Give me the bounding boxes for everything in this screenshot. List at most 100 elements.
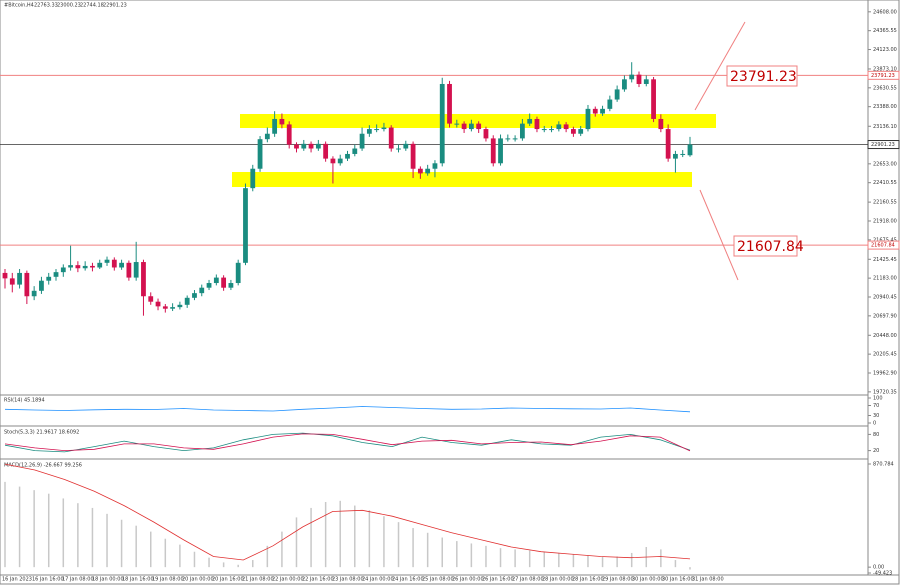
candle-body [425,168,431,174]
candle-body [294,144,299,149]
time-label: 26 Jan 16:00 [482,577,514,583]
candle-body [75,265,81,269]
macd-signal [4,463,691,561]
candle-body [417,168,423,174]
level-label-box [733,235,798,257]
candle-body [490,138,496,164]
time-label: 20 Jan 00:00 [182,577,214,583]
candle-body [31,290,37,297]
symbol: #Bitcoin,H4 [4,3,34,9]
time-label: 28 Jan 00:00 [542,577,574,583]
time-label: 23 Jan 08:00 [332,577,364,583]
price-badge [867,240,900,250]
candle-body [636,74,642,84]
indicator-label: -49.423 [873,571,892,577]
candle-body [687,144,693,156]
price-label: 24608.00 [873,9,897,15]
time-label: 18 Jan 16:00 [122,577,154,583]
candle-body [352,148,358,154]
time-label: 18 Jan 00:00 [92,577,124,583]
time-label: 24 Jan 16:00 [392,577,424,583]
price-badge [867,70,900,80]
candle-body [104,259,110,263]
price-label: 23136.10 [873,124,897,130]
candle-body [133,262,139,278]
candle-body [396,148,401,150]
time-label: 16 Jan 16:00 [32,577,64,583]
candle-body [235,262,241,284]
candle-body [680,153,686,155]
price-label: 21183.00 [873,276,897,282]
time-label: 30 Jan 16:00 [662,577,694,583]
candle-body [665,129,671,159]
candle-body [39,280,44,291]
time-label: 27 Jan 08:00 [512,577,544,583]
candle-body [155,301,161,307]
price-badge-text: 23791.23 [871,73,895,79]
price-label: 24365.55 [873,28,897,34]
stoch-title: Stoch(5,3,3) 21.9617 18.6092 [4,430,79,436]
candle-body [483,129,489,139]
candle-body [563,124,569,130]
trend-line [694,21,746,111]
candle-body [330,158,336,164]
price-label: 20940.45 [873,294,897,300]
candle-body [53,272,59,277]
time-label: 20 Jan 16:00 [212,577,244,583]
candle-body [24,272,30,297]
candle-body [345,153,350,159]
candle-body [119,262,124,268]
time-label: 28 Jan 16:00 [572,577,604,583]
candle-body [468,123,474,130]
candle-body [549,129,554,131]
candle-body [315,143,321,149]
candle-body [206,283,212,288]
indicator-label: 0 [873,421,876,427]
candle-body [629,74,635,80]
candle-body [622,79,627,90]
candle-body [9,278,15,285]
candle-body [643,79,649,84]
candle-body [498,138,503,164]
time-label: 30 Jan 00:00 [632,577,664,583]
price-label: 19962.90 [873,371,897,377]
rsi-line [4,406,691,413]
header: #Bitcoin,H4 22763.33 23000.23 22744.18 2… [4,3,127,9]
candle-body [17,272,22,285]
price-label: 23873.10 [873,66,897,72]
indicator-label: 0.00 [873,565,884,571]
time-label: 22 Jan 16:00 [302,577,334,583]
open: 22763.33 [34,3,58,9]
stoch-line [4,433,691,452]
indicator-label: 80 [873,432,879,438]
candle-body [170,307,176,309]
price-label: 22410.55 [873,180,897,186]
candle-body [250,168,256,189]
candle-body [556,124,562,130]
price-label: 20448.00 [873,333,897,339]
high: 23000.23 [57,3,81,9]
candle-body [213,277,219,284]
candle-body [221,277,227,288]
candle-body [651,79,656,119]
candle-body [126,262,132,278]
candle-body [454,123,460,125]
indicator-label: 70 [873,403,879,409]
indicator-label: 20 [873,448,879,454]
price-label: 21425.45 [873,257,897,263]
candle-body [279,118,285,125]
candle-body [286,124,292,145]
candle-body [541,129,547,131]
time-label: 22 Jan 00:00 [272,577,304,583]
candle-body [60,267,66,273]
low: 22744.18 [80,3,104,9]
time-label: 19 Jan 08:00 [152,577,184,583]
time-label: 24 Jan 00:00 [362,577,394,583]
candle-body [148,296,154,302]
price-label: 21675.45 [873,237,897,243]
price-label: 24123.00 [873,47,897,53]
candle-body [658,118,664,130]
price-label: 21918.00 [873,218,897,224]
close: 22901.23 [103,3,127,9]
candle-body [571,129,576,134]
